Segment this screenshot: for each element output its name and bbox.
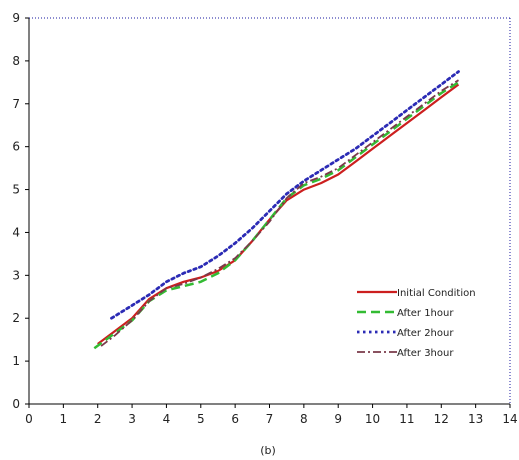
x-tick-label: 3 (128, 412, 136, 426)
x-tick-label: 12 (434, 412, 449, 426)
legend-label-0: Initial Condition (397, 288, 476, 299)
x-tick-label: 1 (60, 412, 68, 426)
x-tick-label: 2 (94, 412, 102, 426)
x-tick-label: 8 (300, 412, 308, 426)
legend-label-2: After 2hour (397, 328, 454, 339)
x-tick-label: 0 (25, 412, 33, 426)
y-tick-label: 4 (12, 225, 20, 239)
x-tick-label: 9 (334, 412, 342, 426)
x-tick-label: 14 (502, 412, 517, 426)
x-tick-label: 11 (399, 412, 414, 426)
legend-label-1: After 1hour (397, 308, 454, 319)
y-tick-label: 5 (12, 183, 20, 197)
series-line-2 (110, 70, 460, 320)
x-tick-label: 13 (468, 412, 483, 426)
y-tick-label: 3 (12, 268, 20, 282)
y-tick-label: 6 (12, 140, 20, 154)
x-tick-label: 6 (231, 412, 239, 426)
legend: Initial Condition After 1hour After 2hour A… (357, 288, 476, 359)
legend-label-3: After 3hour (397, 348, 454, 359)
y-tick-label: 1 (12, 354, 20, 368)
chart-caption: (b) (260, 444, 276, 457)
x-tick-label: 7 (266, 412, 274, 426)
series-line-1 (93, 81, 460, 350)
y-tick-label: 2 (12, 311, 20, 325)
y-tick-label: 9 (12, 11, 20, 25)
y-tick-label: 7 (12, 97, 20, 111)
y-tick-label: 0 (12, 397, 20, 411)
series-line-3 (100, 79, 459, 347)
x-tick-label: 10 (365, 412, 380, 426)
y-tick-label: 8 (12, 54, 20, 68)
x-tick-label: 4 (163, 412, 171, 426)
series-lines (93, 70, 460, 350)
x-tick-label: 5 (197, 412, 205, 426)
